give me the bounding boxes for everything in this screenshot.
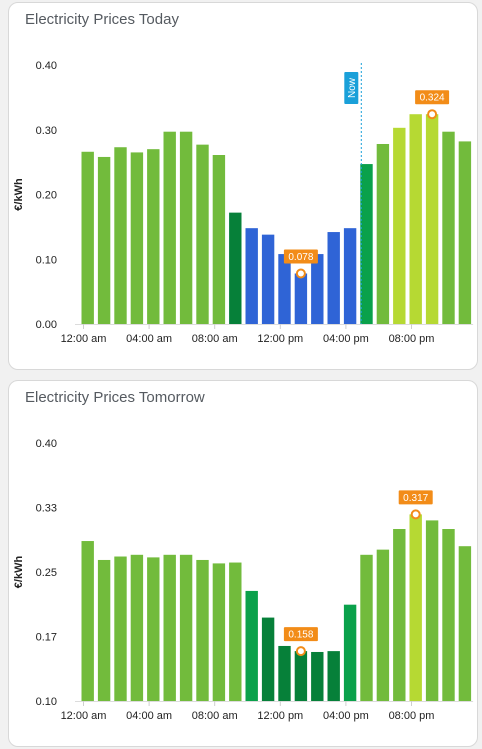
price-bar[interactable]	[179, 131, 193, 324]
x-tick-label: 08:00 pm	[389, 710, 435, 722]
x-tick-label: 08:00 pm	[389, 333, 435, 345]
x-tick-label: 04:00 am	[126, 710, 172, 722]
price-bar[interactable]	[278, 645, 291, 701]
price-bar[interactable]	[130, 152, 144, 324]
price-bar[interactable]	[229, 212, 242, 324]
annotation-marker	[295, 268, 306, 279]
annotation-badge	[283, 627, 318, 642]
price-bar[interactable]	[163, 554, 176, 701]
x-tick-label: 04:00 am	[126, 333, 172, 345]
y-tick-label: 0.00	[36, 319, 57, 331]
y-tick-label: 0.10	[36, 254, 57, 266]
price-bar[interactable]	[196, 559, 209, 701]
y-tick-label: 0.30	[36, 125, 57, 137]
price-bar[interactable]	[163, 131, 176, 324]
price-bar[interactable]	[212, 563, 226, 701]
price-bar[interactable]	[196, 144, 209, 324]
price-bar[interactable]	[425, 520, 439, 701]
price-bar[interactable]	[97, 559, 111, 701]
annotation-badge	[283, 249, 318, 264]
y-tick-label: 0.25	[36, 567, 57, 579]
price-bar[interactable]	[393, 529, 406, 701]
price-bar[interactable]	[360, 554, 373, 701]
x-tick-label: 04:00 pm	[323, 333, 369, 345]
today-prices-chart[interactable]: €/kWh 0.00 0.10 0.20 0.30 0.40 12:00 am 04:00 a…	[9, 3, 479, 371]
price-bar[interactable]	[311, 651, 324, 701]
price-bar[interactable]	[261, 617, 275, 701]
x-tick-label: 12:00 pm	[257, 333, 303, 345]
price-bar[interactable]	[442, 529, 455, 701]
annotation-marker	[295, 646, 306, 657]
card-title-today: Electricity Prices Today	[25, 11, 179, 28]
price-bar[interactable]	[376, 143, 390, 324]
y-tick-label: 0.40	[36, 60, 57, 72]
y-tick-label: 0.10	[36, 696, 57, 708]
price-bar[interactable]	[97, 156, 111, 324]
price-bar[interactable]	[360, 164, 373, 324]
price-bar[interactable]	[327, 651, 340, 701]
y-tick-label: 0.33	[36, 503, 57, 515]
price-bar[interactable]	[130, 554, 144, 701]
annotation-label: 0.317	[403, 493, 428, 504]
price-bar[interactable]	[114, 147, 127, 324]
price-bar[interactable]	[425, 114, 439, 325]
tomorrow-prices-chart[interactable]: €/kWh 0.10 0.17 0.25 0.33 0.40 12:00 am 04:00 a…	[9, 381, 479, 748]
today-prices-card: Electricity Prices Today €/kWh 0.00 0.10 0.…	[8, 2, 478, 370]
annotation-label: 0.324	[420, 93, 445, 104]
y-tick-label: 0.40	[36, 438, 57, 450]
price-bar[interactable]	[81, 151, 94, 324]
price-bar[interactable]	[409, 114, 422, 325]
price-bar[interactable]	[245, 228, 258, 324]
x-tick-label: 12:00 am	[61, 710, 107, 722]
price-bar[interactable]	[311, 254, 324, 324]
annotation-badge	[415, 90, 450, 105]
x-tick-label: 04:00 pm	[323, 710, 369, 722]
now-label: Now	[347, 77, 358, 98]
price-bar[interactable]	[458, 141, 472, 324]
x-tick-label: 08:00 am	[192, 710, 238, 722]
x-tick-label: 12:00 am	[61, 333, 107, 345]
annotation-label: 0.158	[288, 630, 313, 641]
x-tick-label: 08:00 am	[192, 333, 238, 345]
x-tick-label: 12:00 pm	[257, 710, 303, 722]
price-bar[interactable]	[393, 127, 406, 325]
price-bar[interactable]	[229, 562, 242, 701]
price-bar[interactable]	[327, 232, 340, 324]
annotation-marker	[410, 509, 421, 520]
now-badge	[344, 72, 359, 104]
price-bar[interactable]	[179, 554, 193, 701]
price-bar[interactable]	[343, 228, 357, 324]
y-tick-label: 0.20	[36, 190, 57, 202]
price-bar[interactable]	[294, 273, 308, 324]
price-bar[interactable]	[212, 155, 226, 324]
y-axis-label: €/kWh	[13, 556, 25, 589]
price-bar[interactable]	[376, 549, 390, 701]
annotation-marker	[427, 109, 438, 120]
price-bar[interactable]	[261, 234, 275, 324]
price-bar[interactable]	[343, 604, 357, 701]
price-bar[interactable]	[294, 651, 308, 701]
y-axis-label: €/kWh	[13, 178, 25, 211]
y-tick-label: 0.17	[36, 632, 57, 644]
price-bar[interactable]	[278, 254, 291, 324]
price-bar[interactable]	[147, 557, 160, 701]
tomorrow-prices-card: Electricity Prices Tomorrow €/kWh 0.10 0.1…	[8, 380, 478, 747]
card-title-tomorrow: Electricity Prices Tomorrow	[25, 389, 205, 406]
price-bar[interactable]	[147, 149, 160, 324]
price-bar[interactable]	[245, 590, 258, 701]
price-bar[interactable]	[409, 514, 422, 701]
price-bar[interactable]	[114, 556, 127, 701]
price-bar[interactable]	[81, 541, 94, 701]
annotation-badge	[398, 490, 433, 505]
annotation-label: 0.078	[288, 252, 313, 263]
price-bar[interactable]	[442, 131, 455, 324]
price-bar[interactable]	[458, 546, 472, 701]
